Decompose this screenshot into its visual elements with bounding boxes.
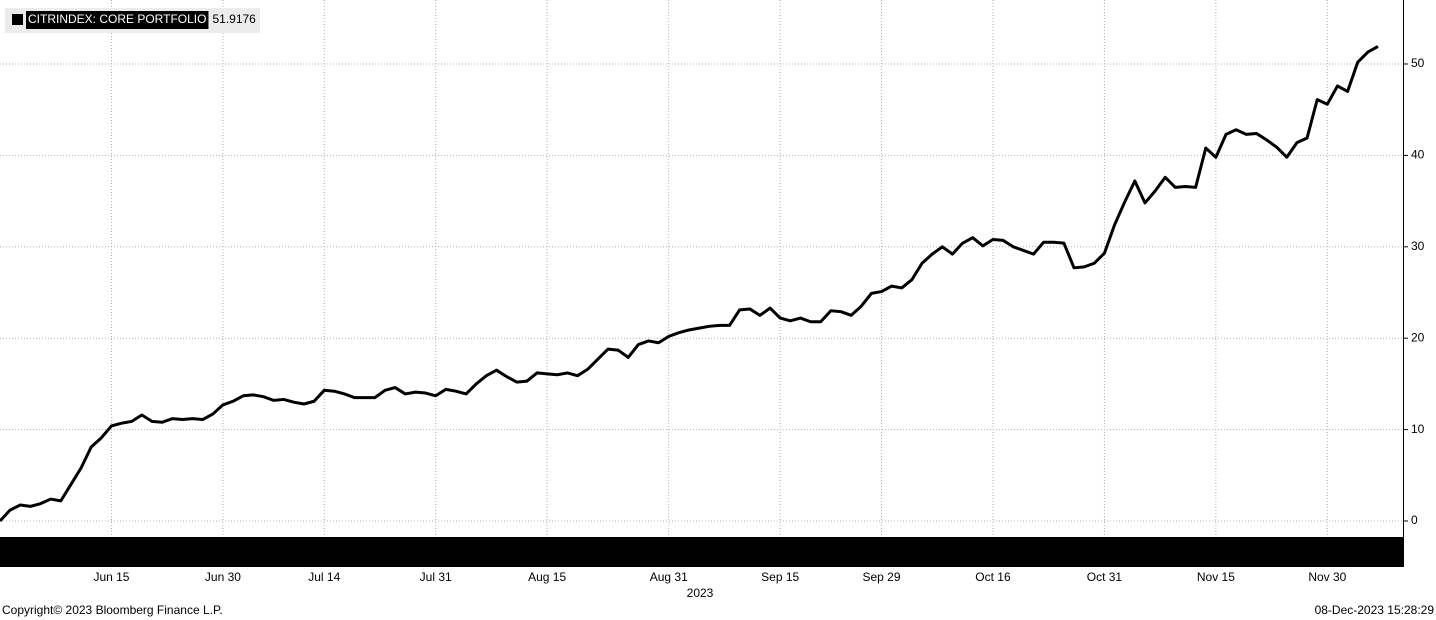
timestamp: 08-Dec-2023 15:28:29: [1315, 603, 1435, 617]
x-tick-label: Nov 15: [1197, 570, 1235, 584]
axis-band: [0, 537, 1403, 567]
x-tick-label: Jul 14: [308, 570, 340, 584]
x-tick-label: Sep 15: [761, 570, 799, 584]
legend-highlight: [26, 11, 209, 29]
line-series: [0, 45, 1379, 523]
x-tick-label: Oct 31: [1087, 570, 1123, 584]
y-tick-label: 20: [1411, 330, 1425, 344]
x-axis-year: 2023: [687, 586, 714, 600]
x-tick-label: Sep 29: [862, 570, 900, 584]
x-tick-label: Jun 15: [93, 570, 129, 584]
legend-swatch: [12, 14, 23, 25]
x-tick-label: Aug 31: [650, 570, 688, 584]
x-tick-label: Jul 31: [420, 570, 452, 584]
y-tick-label: 30: [1411, 239, 1425, 253]
x-tick-label: Aug 15: [528, 570, 566, 584]
legend-last-value: 51.9176: [212, 12, 256, 26]
x-tick-label: Jun 30: [205, 570, 241, 584]
copyright: Copyright© 2023 Bloomberg Finance L.P.: [2, 603, 223, 617]
y-tick-label: 50: [1411, 56, 1425, 70]
y-tick-label: 40: [1411, 148, 1425, 162]
y-tick-label: 0: [1411, 513, 1418, 527]
x-tick-label: Oct 16: [975, 570, 1011, 584]
y-tick-label: 10: [1411, 422, 1425, 436]
x-tick-label: Nov 30: [1308, 570, 1346, 584]
legend-label: CITRINDEX: CORE PORTFOLIO: [28, 12, 206, 26]
